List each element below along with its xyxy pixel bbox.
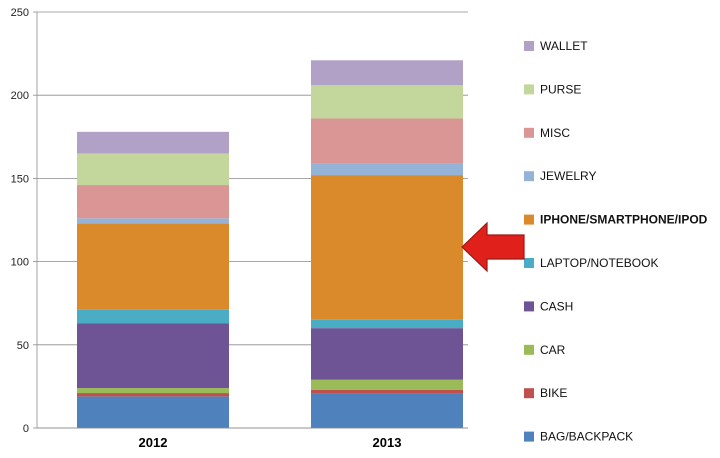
legend-swatch xyxy=(524,171,534,182)
bar-segment-wallet-2013 xyxy=(311,60,463,86)
legend-label: PURSE xyxy=(540,82,581,96)
annotation xyxy=(461,221,525,273)
legend: WALLET PURSE MISC JEWELRY IPHONE/SMARTPHONE/… xyxy=(524,39,708,444)
bar-segment-jewelry-2013 xyxy=(311,163,463,176)
bar-segment-bag-backpack-2012 xyxy=(77,396,229,428)
y-tick-label: 100 xyxy=(11,257,29,269)
red-arrow-icon xyxy=(461,221,525,273)
legend-swatch xyxy=(524,258,534,268)
legend-swatch xyxy=(524,41,534,51)
bar-segment-car-2012 xyxy=(77,388,229,394)
legend-label: CASH xyxy=(540,299,573,313)
bar-segment-purse-2012 xyxy=(77,153,229,186)
legend-label: CAR xyxy=(540,343,566,357)
x-axis: 2012 2013 xyxy=(37,427,468,450)
legend-swatch xyxy=(524,388,534,399)
bar-segment-laptop-notebook-2012 xyxy=(77,309,229,324)
y-tick-label: 50 xyxy=(17,340,29,352)
y-tick-label: 150 xyxy=(11,173,29,185)
y-tick-label: 250 xyxy=(11,7,29,19)
legend-label: MISC xyxy=(540,126,570,140)
y-tick-label: 200 xyxy=(11,90,29,102)
legend-swatch xyxy=(524,127,534,138)
legend-swatch xyxy=(524,301,534,312)
legend-label: BIKE xyxy=(540,386,567,400)
legend-label: LAPTOP/NOTEBOOK xyxy=(540,256,658,270)
bar-segment-bag-backpack-2013 xyxy=(311,393,463,428)
bar-segment-iphone-smartphone-ipod-2012 xyxy=(77,223,229,310)
y-tick-label: 0 xyxy=(23,423,29,435)
bar-segment-wallet-2012 xyxy=(77,131,229,154)
bar-segment-cash-2013 xyxy=(311,328,463,380)
bar-segment-bike-2012 xyxy=(77,393,229,397)
legend-swatch xyxy=(524,84,534,95)
bar-segment-iphone-smartphone-ipod-2013 xyxy=(311,175,463,320)
bar-segment-bike-2013 xyxy=(311,389,463,394)
legend-label: JEWELRY xyxy=(540,169,596,183)
bar-segment-misc-2013 xyxy=(311,118,463,164)
legend-swatch xyxy=(524,344,534,355)
bars xyxy=(77,60,463,428)
legend-label: IPHONE/SMARTPHONE/IPOD xyxy=(540,213,708,227)
y-axis: 0 50 100 150 200 250 xyxy=(11,7,38,435)
legend-swatch xyxy=(524,431,534,442)
x-tick-label: 2012 xyxy=(139,435,168,450)
legend-label: WALLET xyxy=(540,39,588,53)
legend-swatch xyxy=(524,214,534,225)
bar-segment-laptop-notebook-2013 xyxy=(311,319,463,329)
bar-segment-jewelry-2012 xyxy=(77,218,229,224)
bar-segment-cash-2012 xyxy=(77,323,229,389)
legend-label: BAG/BACKPACK xyxy=(540,430,633,444)
bar-segment-misc-2012 xyxy=(77,185,229,219)
x-tick-label: 2013 xyxy=(373,435,402,450)
bar-segment-purse-2013 xyxy=(311,85,463,119)
bar-segment-car-2013 xyxy=(311,379,463,390)
